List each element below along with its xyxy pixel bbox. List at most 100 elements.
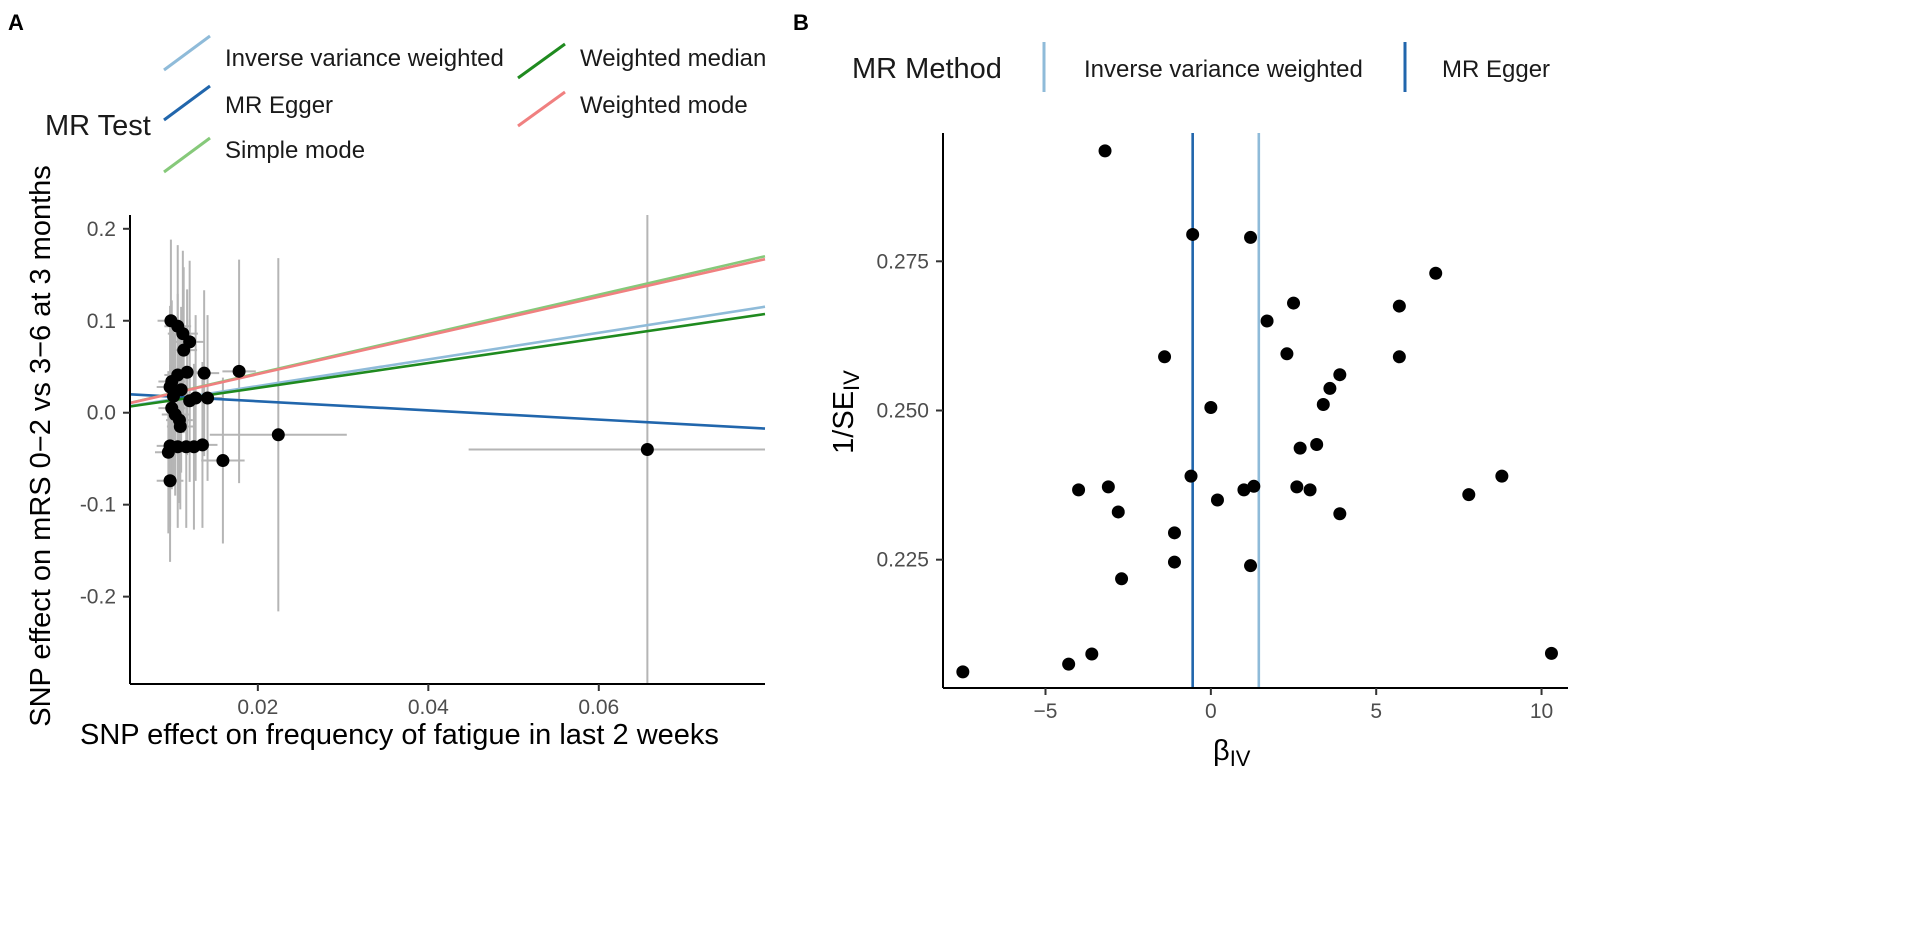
panel-b-tag: B — [793, 10, 809, 35]
data-point — [1333, 368, 1347, 382]
x-axis-label-b: βIV — [1213, 735, 1251, 771]
legend-label-egger: MR Egger — [225, 92, 333, 119]
data-point — [166, 389, 180, 403]
data-point — [161, 445, 175, 459]
panel-a: A MR Test Inverse variance weighted MR E… — [8, 10, 766, 751]
data-point — [1158, 350, 1172, 364]
data-point — [173, 420, 187, 434]
data-point — [1244, 559, 1258, 573]
y-axis-label-b-main: 1/SE — [828, 391, 860, 454]
data-point — [1247, 479, 1261, 493]
legend-key-simple-mode — [163, 136, 211, 174]
panel-a-tag: A — [8, 10, 24, 35]
data-point — [1244, 230, 1258, 244]
x-tick-label: 0.04 — [408, 696, 449, 719]
plot-area-b: −5 0 5 10 0.225 0.250 0.275 — [876, 133, 1568, 723]
data-point — [1072, 483, 1086, 497]
data-point — [1186, 227, 1200, 241]
data-point — [201, 391, 215, 405]
legend-label-b-egger: MR Egger — [1442, 56, 1550, 83]
data-point — [1293, 441, 1307, 455]
legend-b-title: MR Method — [852, 53, 1002, 85]
data-point — [1392, 350, 1406, 364]
plot-area-a: 0.02 0.04 0.06 -0.2 -0.1 0.0 0.1 0.2 — [80, 215, 766, 719]
data-point — [1184, 469, 1198, 483]
axes-b — [942, 133, 1568, 689]
panel-b: B MR Method Inverse variance weighted MR… — [793, 10, 1568, 771]
data-point — [189, 391, 203, 405]
data-point — [1204, 401, 1218, 415]
y-ticks-a: -0.2 -0.1 0.0 0.1 0.2 — [80, 218, 130, 609]
data-point — [271, 428, 285, 442]
y-tick-label: -0.1 — [80, 494, 116, 517]
y-tick-label: 0.275 — [876, 250, 929, 273]
legend-label-b-ivw: Inverse variance weighted — [1084, 56, 1363, 83]
data-point — [1462, 488, 1476, 502]
regression-line-egger — [129, 393, 766, 430]
data-point — [1544, 646, 1558, 660]
regression-line-weighted-mode — [129, 257, 766, 405]
data-point — [216, 454, 230, 468]
y-tick-label: 0.2 — [87, 218, 116, 241]
legend-label-ivw: Inverse variance weighted — [225, 45, 504, 72]
y-axis-label-a: SNP effect on mRS 0−2 vs 3−6 at 3 months — [25, 165, 57, 727]
x-axis-label-b-sub: IV — [1230, 746, 1251, 771]
data-point — [1111, 505, 1125, 519]
legend-a-title: MR Test — [45, 110, 151, 142]
data-point — [1287, 296, 1301, 310]
points-a — [161, 314, 654, 488]
data-point — [1115, 572, 1129, 586]
x-tick-label: 0 — [1205, 700, 1217, 723]
data-point — [1098, 144, 1112, 158]
x-tick-label: 0.06 — [578, 696, 619, 719]
data-point — [1101, 480, 1115, 494]
legend-a: MR Test Inverse variance weighted MR Egg… — [45, 34, 766, 174]
y-tick-label: 0.225 — [876, 549, 929, 572]
y-ticks-b: 0.225 0.250 0.275 — [876, 250, 943, 572]
data-point — [1062, 657, 1076, 671]
errorbars-a — [154, 215, 765, 684]
data-point — [177, 343, 191, 357]
data-point — [195, 438, 209, 452]
regression-line-ivw — [129, 305, 766, 408]
data-point — [1085, 647, 1099, 661]
data-point — [1280, 347, 1294, 361]
data-point — [1316, 398, 1330, 412]
x-ticks-b: −5 0 5 10 — [1034, 688, 1553, 723]
data-point — [1303, 483, 1317, 497]
legend-key-egger — [163, 84, 211, 122]
regression-lines-a — [129, 254, 766, 430]
x-tick-label: 0.02 — [237, 696, 278, 719]
regression-line-weighted-median — [129, 312, 766, 408]
data-point — [640, 443, 654, 456]
y-tick-label: 0.1 — [87, 310, 116, 333]
legend-label-weighted-mode: Weighted mode — [580, 92, 748, 119]
y-tick-label: 0.250 — [876, 400, 929, 423]
legend-label-weighted-median: Weighted median — [580, 45, 766, 72]
data-point — [1392, 299, 1406, 313]
legend-b: MR Method Inverse variance weighted MR E… — [852, 42, 1550, 92]
y-axis-label-b: 1/SEIV — [828, 370, 864, 454]
data-point — [1237, 483, 1251, 497]
data-point — [1290, 480, 1304, 494]
y-tick-label: -0.2 — [80, 586, 116, 609]
x-ticks-a: 0.02 0.04 0.06 — [237, 684, 619, 719]
x-tick-label: −5 — [1034, 700, 1058, 723]
data-point — [1495, 469, 1509, 483]
y-axis-label-b-sub: IV — [839, 370, 864, 391]
estimate-lines-b — [1191, 133, 1261, 688]
axes-a — [129, 215, 765, 685]
x-tick-label: 5 — [1370, 700, 1382, 723]
legend-key-weighted-mode — [517, 90, 566, 128]
data-point — [1260, 314, 1274, 328]
legend-key-weighted-median — [517, 42, 566, 80]
x-tick-label: 10 — [1530, 700, 1553, 723]
data-point — [1210, 493, 1224, 507]
data-point — [1167, 555, 1181, 569]
x-axis-label-b-main: β — [1213, 735, 1230, 767]
data-point — [1323, 381, 1337, 395]
points-b — [956, 144, 1558, 679]
data-point — [1333, 507, 1347, 521]
data-point — [197, 366, 211, 380]
